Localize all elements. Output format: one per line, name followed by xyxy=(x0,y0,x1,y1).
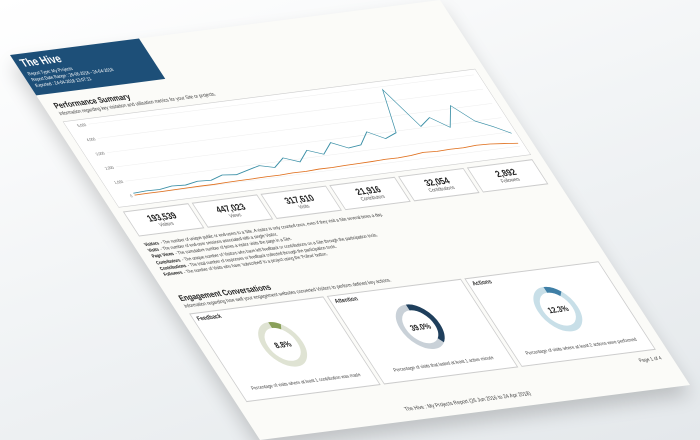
stat-box: 193,539 Visitors xyxy=(122,203,205,237)
engagement-cards: Feedback 8.8% Percentage of visits where a… xyxy=(187,261,657,403)
grid-line xyxy=(125,131,511,182)
report-header: The Hive Report Type: My Projects Report… xyxy=(10,38,166,96)
grid-line xyxy=(134,145,521,196)
y-tick-label: 0 xyxy=(129,193,135,198)
engagement-card: Actions 12.3% Percentage of visits where a… xyxy=(464,261,656,367)
donut: 8.8% xyxy=(258,322,308,367)
donut-arc xyxy=(258,322,308,367)
grid-line xyxy=(106,103,493,153)
grid-line xyxy=(88,74,474,125)
stat-box: 447,023 Views xyxy=(191,194,274,228)
engagement-card: Feedback 8.8% Percentage of visits where a… xyxy=(189,296,381,403)
performance-chart: 0 1,000 2,000 3,000 4,000 5,000 xyxy=(62,68,532,208)
y-tick-label: 1,000 xyxy=(113,179,125,185)
donut-label: 39.0% xyxy=(408,322,434,333)
donut: 12.3% xyxy=(533,286,583,332)
grid-line xyxy=(97,88,484,139)
y-tick-label: 4,000 xyxy=(85,136,97,142)
series-line xyxy=(133,88,512,194)
stat-box: 21,916 Contributors xyxy=(329,176,411,211)
stat-box: 2,892 Followers xyxy=(466,159,549,193)
page-number: Page 1 of 4 xyxy=(637,355,664,365)
donut-label: 8.8% xyxy=(272,340,294,351)
y-tick-label: 3,000 xyxy=(94,151,106,157)
engagement-card: Attention 39.0% Percentage of visits that … xyxy=(326,278,519,385)
y-tick-label: 2,000 xyxy=(104,165,116,171)
donut: 39.0% xyxy=(395,304,445,350)
stat-box: 317,610 Visits xyxy=(260,185,343,219)
definition-term: Followers xyxy=(162,269,184,277)
donut-label: 12.3% xyxy=(546,304,572,315)
grid-line xyxy=(116,117,502,168)
chart-frame xyxy=(62,68,532,208)
stat-box: 32,054 Contributions xyxy=(398,167,480,202)
donut-arc xyxy=(533,286,583,332)
y-tick-label: 5,000 xyxy=(76,122,88,128)
document-sheet: The Hive Report Type: My Projects Report… xyxy=(10,0,690,440)
series-line xyxy=(134,142,519,196)
